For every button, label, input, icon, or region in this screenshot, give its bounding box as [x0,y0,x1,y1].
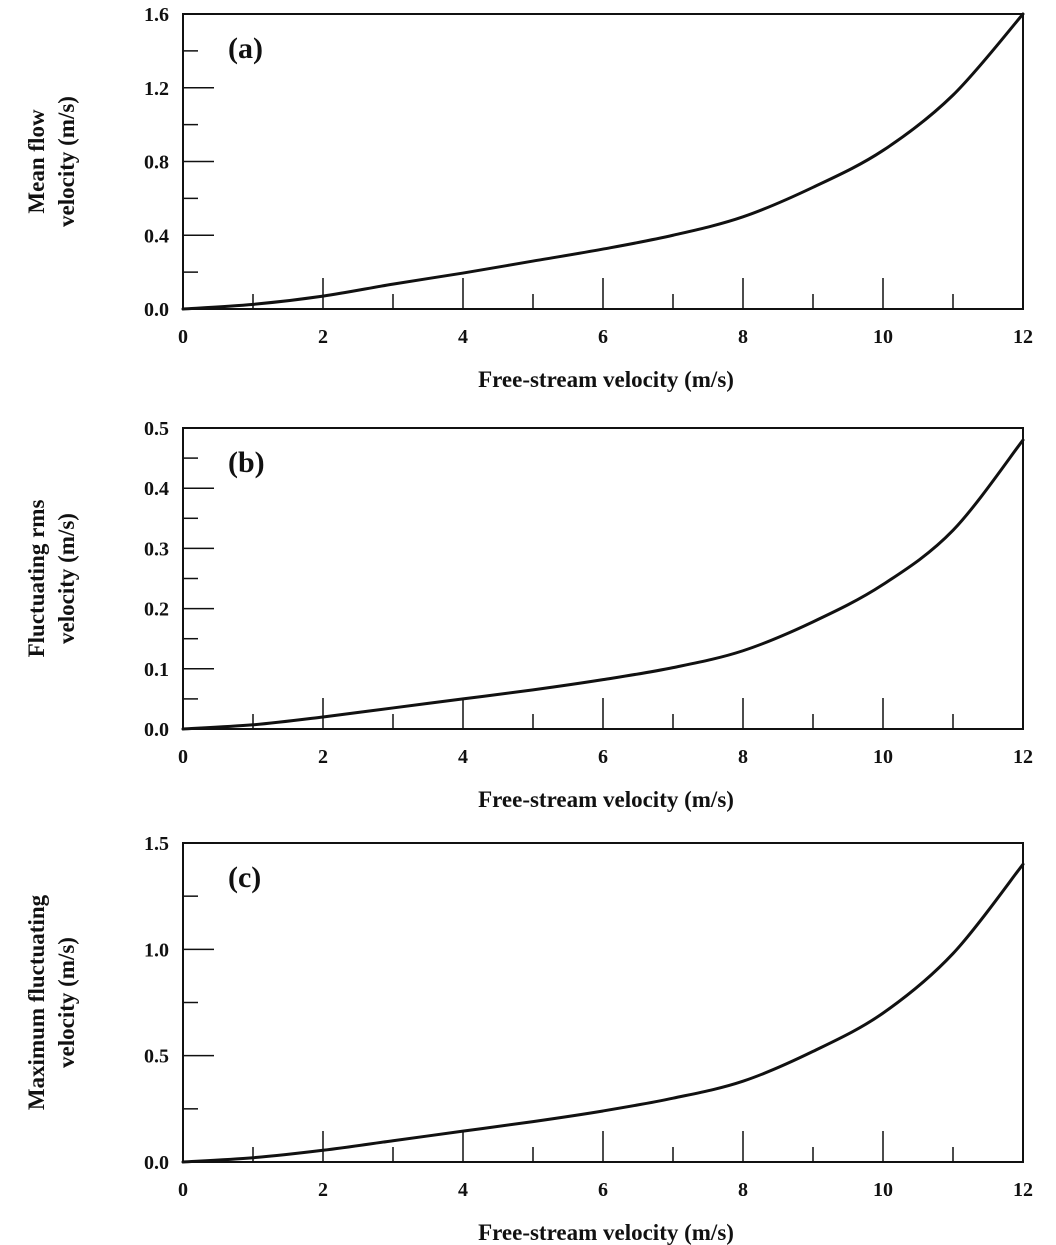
y-tick-label: 0.0 [144,1152,169,1174]
x-tick-label: 8 [738,326,748,348]
y-tick-label: 0.0 [144,299,169,321]
y-tick-label: 1.0 [144,939,169,961]
x-tick-label: 0 [178,1179,188,1201]
panel-label: (c) [228,861,261,894]
y-axis-title-line: Maximum fluctuating [24,894,49,1110]
series-line [181,438,1025,731]
x-axis-title: Free-stream velocity (m/s) [478,787,734,812]
y-tick-label: 0.2 [144,599,169,621]
series-line [181,12,1025,311]
chart-panel-2: 0 2 4 6 8 10 12 0.0 0.1 0.2 0.3 0.4 0.5 Free-stream v… [24,418,1033,812]
x-tick-label: 12 [1013,1179,1033,1201]
y-tick-label: 0.8 [144,152,169,174]
x-tick-label: 6 [598,1179,608,1201]
x-axis-title: Free-stream velocity (m/s) [478,367,734,392]
x-axis-title: Free-stream velocity (m/s) [478,1220,734,1245]
series-line [181,862,1025,1164]
plot-frame [182,427,1024,730]
y-axis-title-line: velocity (m/s) [54,937,79,1068]
y-tick-label: 0.1 [144,659,169,681]
x-tick-label: 6 [598,326,608,348]
y-tick-label: 0.0 [144,719,169,741]
x-tick-label: 2 [318,746,328,768]
x-tick-label: 8 [738,1179,748,1201]
y-tick-label: 1.5 [144,833,169,855]
y-tick-label: 1.6 [144,4,169,26]
x-tick-label: 10 [873,326,893,348]
x-tick-label: 8 [738,746,748,768]
x-tick-label: 10 [873,1179,893,1201]
x-tick-label: 4 [458,1179,468,1201]
x-tick-label: 0 [178,326,188,348]
x-tick-label: 10 [873,746,893,768]
x-tick-label: 6 [598,746,608,768]
y-axis-title-line: velocity (m/s) [54,96,79,227]
y-axis-title-line: velocity (m/s) [54,513,79,644]
y-tick-label: 0.5 [144,1046,169,1068]
y-axis-title-line: Mean flow [24,109,49,214]
x-tick-label: 4 [458,746,468,768]
chart-panel-3: 0 2 4 6 8 10 12 0.0 0.5 1.0 1.5 Free-stream velocit… [24,833,1033,1245]
y-tick-label: 0.4 [144,478,169,500]
y-axis-title: Mean flow velocity (m/s) [24,96,79,227]
x-tick-label: 4 [458,326,468,348]
y-tick-label: 0.3 [144,538,169,560]
y-axis-title-line: Fluctuating rms [24,500,49,658]
panel-label: (b) [228,446,265,479]
y-tick-label: 0.5 [144,418,169,440]
y-axis-title: Fluctuating rms velocity (m/s) [24,500,79,658]
x-tick-label: 2 [318,1179,328,1201]
plot-frame [182,13,1024,310]
x-tick-label: 12 [1013,746,1033,768]
y-tick-label: 0.4 [144,225,169,247]
panel-label: (a) [228,32,263,65]
x-tick-label: 0 [178,746,188,768]
y-tick-label: 1.2 [144,78,169,100]
chart-panel-1: 0 2 4 6 8 10 12 0.0 0.4 0.8 1.2 1.6 Free-stream velo… [24,4,1033,392]
y-axis-title: Maximum fluctuating velocity (m/s) [24,894,79,1110]
x-tick-label: 2 [318,326,328,348]
x-tick-label: 12 [1013,326,1033,348]
